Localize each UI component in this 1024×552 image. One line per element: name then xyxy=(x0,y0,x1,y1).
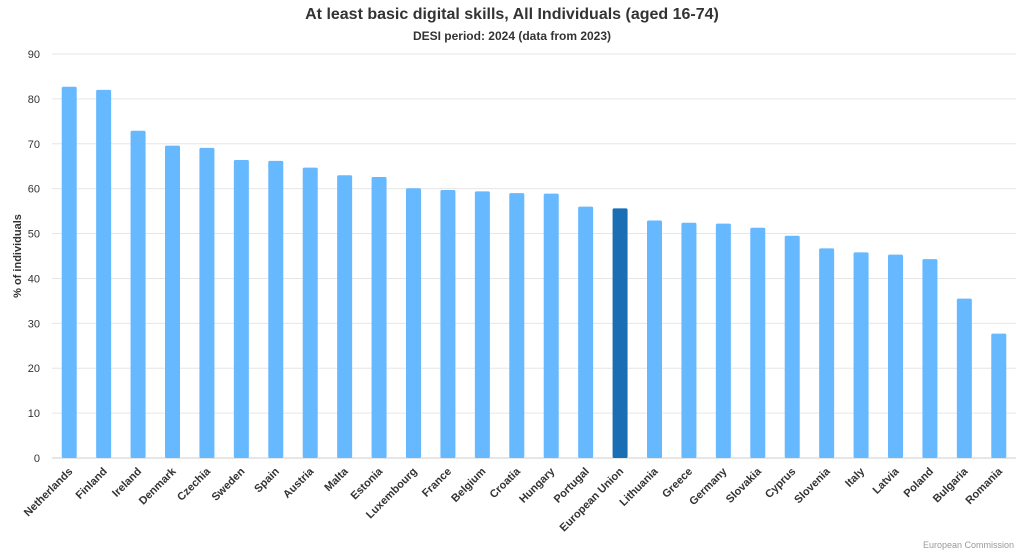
x-tick-label: Hungary xyxy=(517,465,558,506)
y-tick-label: 90 xyxy=(28,49,40,61)
y-tick-label: 10 xyxy=(28,408,40,420)
bar-finland[interactable] xyxy=(96,89,112,459)
x-tick-label: France xyxy=(420,466,454,500)
bar-germany[interactable] xyxy=(715,223,731,458)
bar-estonia[interactable] xyxy=(371,176,387,459)
x-tick-label: Italy xyxy=(843,465,868,490)
y-axis-title: % of individuals xyxy=(12,214,24,298)
bars xyxy=(61,86,1007,459)
credits[interactable]: European Commission xyxy=(922,540,1014,550)
y-tick-label: 60 xyxy=(28,184,40,196)
bar-ireland[interactable] xyxy=(130,130,146,458)
bar-austria[interactable] xyxy=(302,167,318,458)
bar-european-union[interactable] xyxy=(612,208,628,458)
x-tick-label: Greece xyxy=(660,466,695,501)
bar-denmark[interactable] xyxy=(165,145,180,458)
bar-czechia[interactable] xyxy=(199,147,215,458)
y-tick-label: 40 xyxy=(28,273,40,285)
chart-title: At least basic digital skills, All Indiv… xyxy=(305,6,719,23)
bar-cyprus[interactable] xyxy=(784,235,800,458)
bar-lithuania[interactable] xyxy=(647,220,662,458)
bar-latvia[interactable] xyxy=(888,254,903,458)
bar-spain[interactable] xyxy=(268,160,284,458)
x-tick-label: Sweden xyxy=(210,465,248,503)
bar-slovakia[interactable] xyxy=(750,227,766,458)
bar-poland[interactable] xyxy=(922,259,938,458)
y-tick-label: 80 xyxy=(28,94,40,106)
grid-lines xyxy=(52,53,1016,459)
bar-belgium[interactable] xyxy=(474,191,490,459)
x-tick-label: Slovenia xyxy=(792,465,833,506)
bar-croatia[interactable] xyxy=(509,193,525,458)
x-tick-label: European Union xyxy=(558,465,627,534)
x-tick-label: Poland xyxy=(902,466,936,500)
x-tick-label: Romania xyxy=(964,465,1006,507)
x-tick-label: Austria xyxy=(281,465,317,501)
bar-france[interactable] xyxy=(440,190,456,458)
bar-malta[interactable] xyxy=(337,175,353,458)
x-tick-label: Lithuania xyxy=(618,465,662,509)
y-tick-label: 20 xyxy=(28,363,40,375)
x-tick-label: Belgium xyxy=(449,465,488,504)
x-tick-label: Malta xyxy=(322,465,351,494)
x-tick-label: Netherlands xyxy=(22,466,75,519)
y-axis-ticks: 0 10 20 30 40 50 60 70 80 90 xyxy=(28,49,40,465)
x-tick-label: Finland xyxy=(74,466,110,502)
chart-subtitle: DESI period: 2024 (data from 2023) xyxy=(412,29,612,43)
y-tick-label: 0 xyxy=(34,453,40,465)
x-tick-label: Czechia xyxy=(175,465,214,504)
bar-sweden[interactable] xyxy=(233,159,249,458)
bar-greece[interactable] xyxy=(681,222,697,458)
x-tick-label: Latvia xyxy=(871,465,903,497)
y-tick-label: 50 xyxy=(28,229,40,241)
bar-hungary[interactable] xyxy=(543,193,559,459)
bar-netherlands[interactable] xyxy=(61,86,77,458)
x-tick-label: Spain xyxy=(252,465,282,495)
x-tick-label: Denmark xyxy=(137,465,179,507)
y-tick-label: 70 xyxy=(28,139,40,151)
bar-luxembourg[interactable] xyxy=(406,188,421,458)
x-tick-label: Ireland xyxy=(110,466,144,500)
x-tick-label: Germany xyxy=(687,465,730,508)
x-tick-label: Slovakia xyxy=(724,465,765,506)
y-tick-label: 30 xyxy=(28,318,40,330)
bar-italy[interactable] xyxy=(853,252,869,458)
bar-slovenia[interactable] xyxy=(819,248,835,458)
bar-bulgaria[interactable] xyxy=(956,298,972,458)
bar-romania[interactable] xyxy=(991,333,1007,458)
bar-portugal[interactable] xyxy=(578,206,594,458)
